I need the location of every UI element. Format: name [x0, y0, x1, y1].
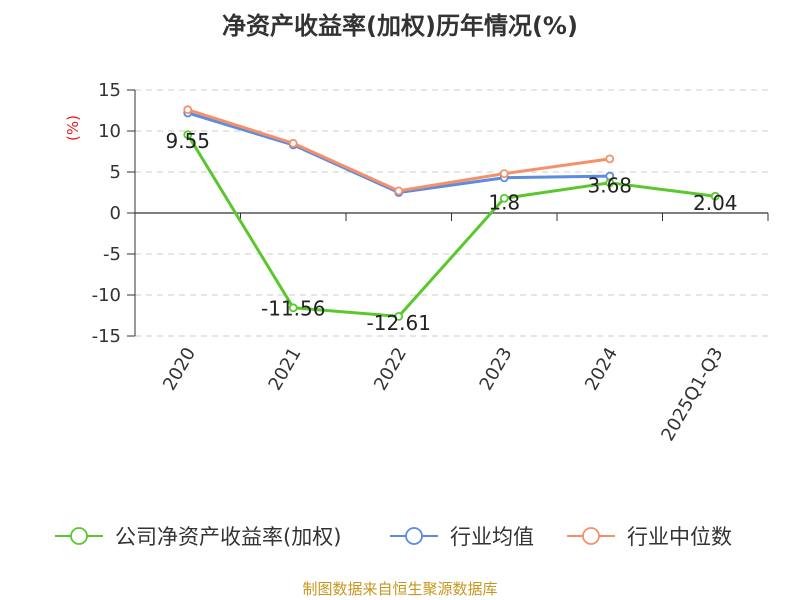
data-label: 1.8: [488, 191, 520, 215]
data-label: -11.56: [261, 296, 325, 320]
legend: 公司净资产收益率(加权) 行业均值 行业中位数: [55, 525, 732, 549]
data-point: [288, 138, 298, 148]
x-tick-label: 2022: [370, 344, 411, 394]
data-point: [605, 154, 615, 164]
legend-label: 行业均值: [450, 525, 534, 549]
data-point: [394, 312, 404, 321]
series-line: [187, 111, 610, 194]
data-point: [499, 193, 509, 203]
y-tick-label: 15: [98, 80, 121, 101]
x-tick-label: 2024: [581, 344, 622, 394]
y-tick-label: -15: [92, 326, 121, 347]
data-label: 2.04: [693, 191, 738, 215]
y-tick-label: -10: [92, 285, 121, 306]
data-label: 3.68: [587, 173, 632, 197]
data-point: [605, 178, 615, 188]
data-label: -12.61: [367, 311, 431, 335]
x-tick-label: 2023: [475, 344, 516, 394]
x-tick-label: 2025Q1-Q3: [657, 344, 727, 445]
x-tick-label: 2020: [159, 344, 200, 394]
chart-title: 净资产收益率(加权)历年情况(%): [222, 12, 578, 40]
data-point: [710, 191, 720, 201]
data-label: 9.55: [165, 129, 210, 153]
source-note: 制图数据来自恒生聚源数据库: [302, 580, 498, 598]
legend-label: 行业中位数: [627, 525, 732, 549]
legend-label: 公司净资产收益率(加权): [115, 525, 341, 549]
data-point: [288, 303, 298, 313]
legend-marker: [405, 527, 423, 545]
data-point: [183, 130, 193, 140]
series-line: [187, 108, 610, 193]
y-tick-label: 10: [98, 121, 121, 142]
legend-marker: [70, 527, 88, 545]
y-tick-label: 0: [110, 203, 121, 224]
data-labels: 9.55 -11.56 -12.61 1.8 3.68 2.04: [165, 129, 737, 335]
x-tick-label: 2021: [264, 344, 305, 394]
data-point: [183, 105, 193, 115]
legend-marker: [582, 527, 600, 545]
series-line: [186, 133, 716, 318]
series-lines: [183, 105, 720, 321]
data-point: [499, 169, 509, 179]
y-tick-label: -5: [103, 244, 121, 265]
data-point: [394, 186, 404, 196]
y-tick-label: 5: [110, 162, 121, 183]
y-axis-label: (%): [64, 115, 82, 141]
